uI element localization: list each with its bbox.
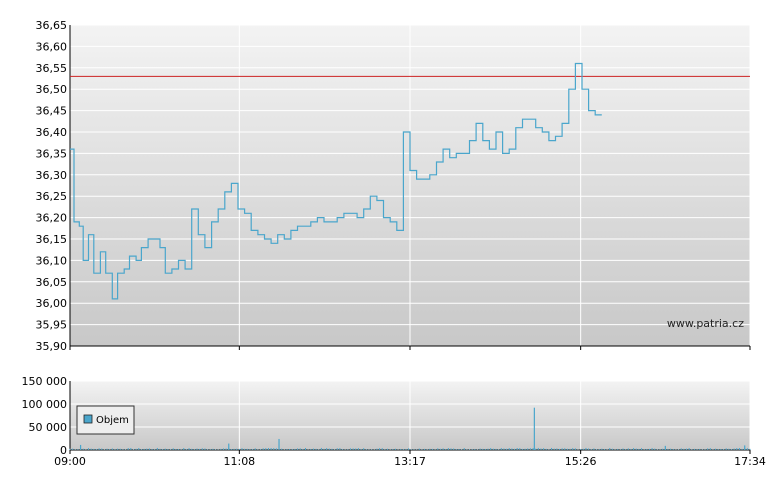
x-tick-label: 15:26 [565,455,597,468]
volume-y-tick-label: 150 000 [22,375,68,388]
volume-x-axis-ticks: 09:00 11:08 13:17 15:26 17:34 [54,450,766,468]
price-series-line [70,62,602,300]
volume-y-tick-label: 50 000 [29,421,68,434]
price-y-tick-label: 36,50 [36,83,68,96]
price-y-tick-label: 36,00 [36,297,68,310]
price-y-tick-label: 35,95 [36,319,68,332]
x-tick-label: 11:08 [223,455,255,468]
price-y-tick-label: 36,45 [36,105,68,118]
x-tick-label: 09:00 [54,455,86,468]
watermark: www.patria.cz [667,317,744,330]
price-y-tick-label: 36,40 [36,126,68,139]
volume-y-tick-label: 100 000 [22,398,68,411]
price-x-tick-marks [69,346,751,350]
price-y-tick-label: 36,55 [36,62,68,75]
legend-swatch [83,414,93,424]
price-y-tick-label: 36,35 [36,147,68,160]
volume-bars [69,407,751,450]
x-tick-label: 17:34 [734,455,766,468]
volume-y-axis-ticks: 150 000 100 000 50 000 0 [22,375,68,457]
price-y-tick-label: 36,65 [36,19,68,32]
price-y-tick-label: 36,05 [36,276,68,289]
price-grid [69,24,751,347]
x-tick-label: 13:17 [394,455,426,468]
price-y-tick-label: 36,15 [36,233,68,246]
price-y-tick-label: 36,10 [36,254,68,267]
price-y-axis-ticks: 36,65 36,60 36,55 36,50 36,45 36,40 36,35 36,30… [36,19,68,353]
volume-legend: Objem [76,405,135,435]
price-y-tick-label: 36,60 [36,40,68,53]
price-y-tick-label: 35,90 [36,340,68,353]
price-y-tick-label: 36,20 [36,212,68,225]
legend-label: Objem [96,415,129,426]
price-y-tick-label: 36,30 [36,169,68,182]
price-y-tick-label: 36,25 [36,190,68,203]
volume-y-tick-label: 0 [60,444,67,457]
